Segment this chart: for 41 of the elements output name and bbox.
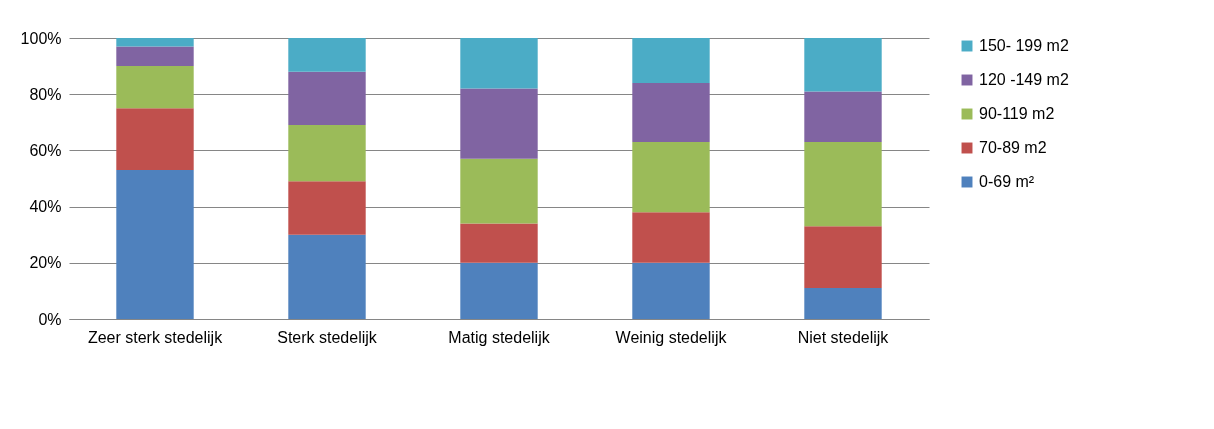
bar — [288, 71, 366, 126]
x-tick-label: Niet stedelijk — [797, 328, 890, 346]
bar — [804, 91, 882, 142]
y-tick-label: 80% — [29, 85, 62, 103]
bar — [288, 234, 366, 319]
bar — [288, 125, 366, 182]
legend-label: 0-69 m² — [979, 173, 1035, 190]
legend-label: 150- 199 m2 — [979, 37, 1069, 54]
bar — [632, 82, 710, 142]
legend-label: 70-89 m2 — [979, 139, 1047, 156]
bar — [116, 66, 194, 109]
legend-label: 90-119 m2 — [979, 105, 1055, 122]
bar — [116, 38, 194, 47]
bar — [288, 181, 366, 235]
legend-label: 120 -149 m2 — [979, 71, 1069, 88]
bar — [632, 141, 710, 213]
bar — [288, 38, 366, 72]
y-tick-label: 60% — [29, 141, 62, 159]
bar — [804, 141, 882, 227]
y-tick-label: 100% — [20, 29, 62, 47]
x-tick-label: Matig stedelijk — [448, 328, 551, 346]
x-tick-label: Zeer sterk stedelijk — [87, 328, 224, 346]
bar — [632, 212, 710, 263]
bar — [804, 288, 882, 319]
bar — [116, 108, 194, 171]
bar — [804, 38, 882, 92]
bar — [460, 38, 538, 89]
bar — [460, 223, 538, 263]
x-tick-label: Weinig stedelijk — [615, 328, 728, 346]
bar — [460, 158, 538, 224]
y-tick-label: 0% — [38, 310, 62, 328]
bar — [804, 226, 882, 289]
bar — [632, 262, 710, 319]
bar — [460, 262, 538, 319]
y-tick-label: 20% — [29, 254, 62, 272]
bar — [116, 170, 194, 319]
x-tick-label: Sterk stedelijk — [277, 328, 378, 346]
y-tick-label: 40% — [29, 198, 62, 216]
bar — [116, 46, 194, 67]
bar — [632, 38, 710, 83]
bar — [460, 88, 538, 159]
